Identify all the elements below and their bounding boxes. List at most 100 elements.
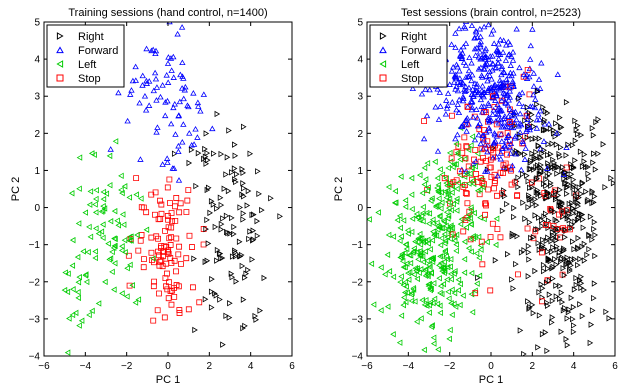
x-tick-label: 6 [612,361,618,372]
point-left [121,237,128,244]
point-left [68,190,75,197]
point-right [250,237,256,244]
point-right [232,247,238,254]
point-stop [151,278,158,285]
point-right [540,261,547,269]
point-right [223,312,229,320]
point-right [557,295,563,303]
point-forward [468,104,476,111]
point-left [431,230,438,238]
point-right [510,285,517,292]
point-left [106,152,113,160]
point-right [217,250,224,257]
point-right [539,217,545,224]
point-right [585,170,592,177]
point-right [576,184,583,191]
point-left [453,198,460,205]
point-stop [500,170,506,177]
point-right [547,191,554,199]
point-right [553,282,559,289]
point-right [249,211,256,219]
point-right [526,194,533,202]
point-right [240,210,247,217]
point-forward [489,53,496,59]
point-left [455,287,461,294]
point-forward [493,90,500,96]
x-tick-label: −4 [403,361,415,372]
point-left [143,226,150,233]
point-right [544,299,550,306]
point-right [548,179,554,187]
point-right [538,154,544,162]
x-tick-label: 0 [488,361,494,372]
point-forward [484,168,491,174]
point-left [427,246,433,253]
point-forward [141,92,149,99]
point-right [217,194,224,201]
point-left [453,241,459,248]
point-right [218,150,225,158]
chart-title: Training sessions (hand control, n=1400) [68,7,267,19]
point-right [525,177,532,185]
point-left [396,339,403,346]
point-left [476,272,483,279]
point-forward [488,75,495,82]
point-stop [506,119,513,125]
point-forward [501,113,509,119]
point-forward [459,93,467,100]
point-right [551,130,557,137]
point-right [253,316,260,323]
point-left [441,218,447,226]
point-left [438,199,445,206]
point-forward [501,118,508,125]
point-forward [180,95,187,102]
point-right [585,175,592,183]
point-forward [452,135,459,142]
point-left [93,186,99,194]
y-tick-label: 3 [357,92,363,103]
point-right [240,296,247,303]
point-right [201,155,207,163]
point-stop [542,222,549,228]
point-left [484,238,490,246]
point-right [549,265,555,272]
legend: Right Forward Left Stop [46,24,125,88]
point-right [240,180,246,187]
point-forward [486,118,493,125]
point-forward [481,51,488,58]
point-forward [437,103,444,109]
point-left [368,260,375,267]
point-left [405,269,411,277]
point-right [543,126,549,134]
point-stop [485,186,492,193]
point-stop [464,104,471,110]
point-forward [471,45,479,52]
point-right [578,190,585,198]
point-stop [133,175,140,182]
point-stop [460,228,467,235]
point-right [554,163,560,170]
point-right [521,247,527,254]
point-right [549,297,556,305]
point-forward [162,112,169,119]
point-forward [461,23,468,30]
point-forward [506,144,514,151]
point-left [126,237,133,244]
point-right [226,314,233,321]
point-right [218,226,225,233]
point-forward [554,71,562,77]
point-right [571,164,577,172]
point-right [535,142,542,150]
point-forward [170,104,177,111]
point-forward [486,127,493,134]
point-right [591,294,597,302]
point-right [543,279,550,286]
point-left [61,286,68,294]
point-forward [473,106,480,112]
point-stop [166,279,172,286]
point-forward [508,53,515,59]
point-right [592,166,599,173]
point-right [623,244,627,249]
point-forward [139,82,146,88]
point-right [588,321,595,328]
